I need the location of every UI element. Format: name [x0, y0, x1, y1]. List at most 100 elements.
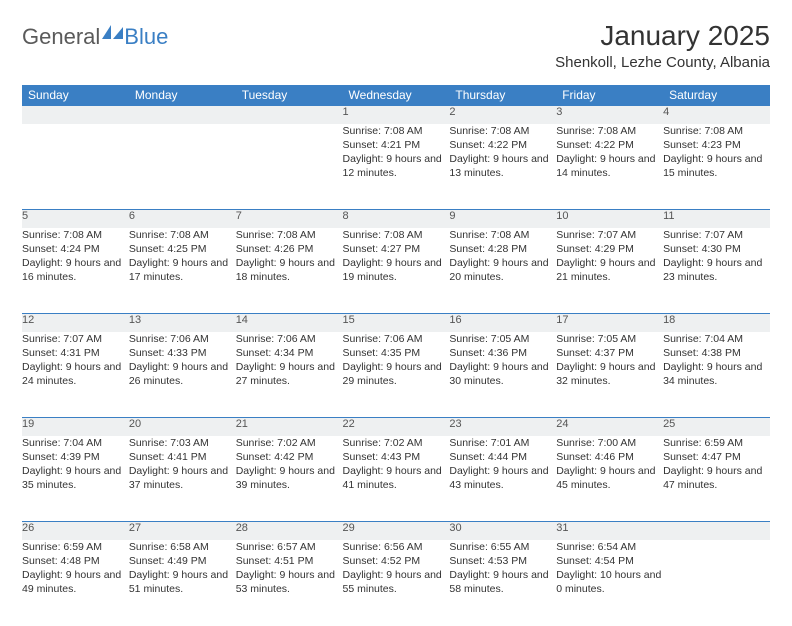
daylight-text: Daylight: 10 hours and 0 minutes.: [556, 568, 663, 596]
sunset-text: Sunset: 4:36 PM: [449, 346, 556, 360]
day-cell: Sunrise: 6:57 AMSunset: 4:51 PMDaylight:…: [236, 540, 343, 626]
empty-day-cell: [22, 124, 129, 210]
sunset-text: Sunset: 4:53 PM: [449, 554, 556, 568]
day-cell: Sunrise: 6:56 AMSunset: 4:52 PMDaylight:…: [343, 540, 450, 626]
day-number: 9: [449, 210, 556, 228]
sunset-text: Sunset: 4:35 PM: [343, 346, 450, 360]
sunrise-text: Sunrise: 7:07 AM: [22, 332, 129, 346]
sunrise-text: Sunrise: 6:59 AM: [22, 540, 129, 554]
daylight-text: Daylight: 9 hours and 35 minutes.: [22, 464, 129, 492]
daylight-text: Daylight: 9 hours and 20 minutes.: [449, 256, 556, 284]
sunset-text: Sunset: 4:30 PM: [663, 242, 770, 256]
sunset-text: Sunset: 4:39 PM: [22, 450, 129, 464]
day-number: 28: [236, 522, 343, 540]
day-cell: Sunrise: 6:54 AMSunset: 4:54 PMDaylight:…: [556, 540, 663, 626]
empty-day-number: [22, 106, 129, 124]
daylight-text: Daylight: 9 hours and 16 minutes.: [22, 256, 129, 284]
sunset-text: Sunset: 4:31 PM: [22, 346, 129, 360]
sunset-text: Sunset: 4:24 PM: [22, 242, 129, 256]
sunset-text: Sunset: 4:33 PM: [129, 346, 236, 360]
daylight-text: Daylight: 9 hours and 45 minutes.: [556, 464, 663, 492]
day-number: 11: [663, 210, 770, 228]
sunrise-text: Sunrise: 7:08 AM: [343, 124, 450, 138]
sunrise-text: Sunrise: 7:08 AM: [236, 228, 343, 242]
day-cell: Sunrise: 7:08 AMSunset: 4:22 PMDaylight:…: [556, 124, 663, 210]
day-number: 18: [663, 314, 770, 332]
sunset-text: Sunset: 4:54 PM: [556, 554, 663, 568]
day-number: 29: [343, 522, 450, 540]
day-number: 13: [129, 314, 236, 332]
sunrise-text: Sunrise: 7:08 AM: [22, 228, 129, 242]
empty-day-cell: [236, 124, 343, 210]
day-data-row: Sunrise: 7:04 AMSunset: 4:39 PMDaylight:…: [22, 436, 770, 522]
sunset-text: Sunset: 4:26 PM: [236, 242, 343, 256]
sunrise-text: Sunrise: 7:06 AM: [129, 332, 236, 346]
weekday-header: Sunday: [22, 85, 129, 106]
sunrise-text: Sunrise: 6:56 AM: [343, 540, 450, 554]
day-number: 21: [236, 418, 343, 436]
daylight-text: Daylight: 9 hours and 37 minutes.: [129, 464, 236, 492]
daylight-text: Daylight: 9 hours and 27 minutes.: [236, 360, 343, 388]
day-number: 5: [22, 210, 129, 228]
day-number: 31: [556, 522, 663, 540]
sunset-text: Sunset: 4:52 PM: [343, 554, 450, 568]
empty-day-number: [129, 106, 236, 124]
day-cell: Sunrise: 7:08 AMSunset: 4:27 PMDaylight:…: [343, 228, 450, 314]
daylight-text: Daylight: 9 hours and 15 minutes.: [663, 152, 770, 180]
brand-name-a: General: [22, 24, 100, 50]
day-number: 22: [343, 418, 450, 436]
brand-name-b: Blue: [124, 24, 168, 50]
day-number: 6: [129, 210, 236, 228]
day-number: 7: [236, 210, 343, 228]
day-number: 4: [663, 106, 770, 124]
day-cell: Sunrise: 7:06 AMSunset: 4:33 PMDaylight:…: [129, 332, 236, 418]
day-number: 15: [343, 314, 450, 332]
sunrise-text: Sunrise: 6:54 AM: [556, 540, 663, 554]
day-number: 2: [449, 106, 556, 124]
daylight-text: Daylight: 9 hours and 53 minutes.: [236, 568, 343, 596]
sunset-text: Sunset: 4:46 PM: [556, 450, 663, 464]
sunset-text: Sunset: 4:34 PM: [236, 346, 343, 360]
daylight-text: Daylight: 9 hours and 14 minutes.: [556, 152, 663, 180]
calendar-body: 1234Sunrise: 7:08 AMSunset: 4:21 PMDayli…: [22, 106, 770, 626]
empty-day-cell: [663, 540, 770, 626]
day-number: 1: [343, 106, 450, 124]
title-block: January 2025 Shenkoll, Lezhe County, Alb…: [555, 20, 770, 71]
sunset-text: Sunset: 4:43 PM: [343, 450, 450, 464]
weekday-header-row: SundayMondayTuesdayWednesdayThursdayFrid…: [22, 85, 770, 106]
daylight-text: Daylight: 9 hours and 12 minutes.: [343, 152, 450, 180]
daylight-text: Daylight: 9 hours and 24 minutes.: [22, 360, 129, 388]
sunset-text: Sunset: 4:22 PM: [449, 138, 556, 152]
day-cell: Sunrise: 7:08 AMSunset: 4:26 PMDaylight:…: [236, 228, 343, 314]
daylight-text: Daylight: 9 hours and 23 minutes.: [663, 256, 770, 284]
sunrise-text: Sunrise: 7:06 AM: [343, 332, 450, 346]
day-cell: Sunrise: 6:58 AMSunset: 4:49 PMDaylight:…: [129, 540, 236, 626]
day-cell: Sunrise: 6:59 AMSunset: 4:48 PMDaylight:…: [22, 540, 129, 626]
daylight-text: Daylight: 9 hours and 47 minutes.: [663, 464, 770, 492]
day-cell: Sunrise: 7:08 AMSunset: 4:23 PMDaylight:…: [663, 124, 770, 210]
day-cell: Sunrise: 6:55 AMSunset: 4:53 PMDaylight:…: [449, 540, 556, 626]
sunset-text: Sunset: 4:21 PM: [343, 138, 450, 152]
day-number: 19: [22, 418, 129, 436]
sunrise-text: Sunrise: 7:02 AM: [236, 436, 343, 450]
daylight-text: Daylight: 9 hours and 18 minutes.: [236, 256, 343, 284]
weekday-header: Monday: [129, 85, 236, 106]
sunset-text: Sunset: 4:28 PM: [449, 242, 556, 256]
sunset-text: Sunset: 4:44 PM: [449, 450, 556, 464]
day-cell: Sunrise: 7:04 AMSunset: 4:39 PMDaylight:…: [22, 436, 129, 522]
daylight-text: Daylight: 9 hours and 19 minutes.: [343, 256, 450, 284]
day-number-row: 567891011: [22, 210, 770, 228]
sunset-text: Sunset: 4:29 PM: [556, 242, 663, 256]
sunrise-text: Sunrise: 7:08 AM: [663, 124, 770, 138]
month-title: January 2025: [555, 20, 770, 52]
sunrise-text: Sunrise: 7:02 AM: [343, 436, 450, 450]
sunset-text: Sunset: 4:37 PM: [556, 346, 663, 360]
sunrise-text: Sunrise: 6:58 AM: [129, 540, 236, 554]
sunset-text: Sunset: 4:27 PM: [343, 242, 450, 256]
daylight-text: Daylight: 9 hours and 51 minutes.: [129, 568, 236, 596]
day-number: 17: [556, 314, 663, 332]
sunset-text: Sunset: 4:42 PM: [236, 450, 343, 464]
day-data-row: Sunrise: 7:08 AMSunset: 4:24 PMDaylight:…: [22, 228, 770, 314]
sunset-text: Sunset: 4:22 PM: [556, 138, 663, 152]
day-data-row: Sunrise: 7:08 AMSunset: 4:21 PMDaylight:…: [22, 124, 770, 210]
